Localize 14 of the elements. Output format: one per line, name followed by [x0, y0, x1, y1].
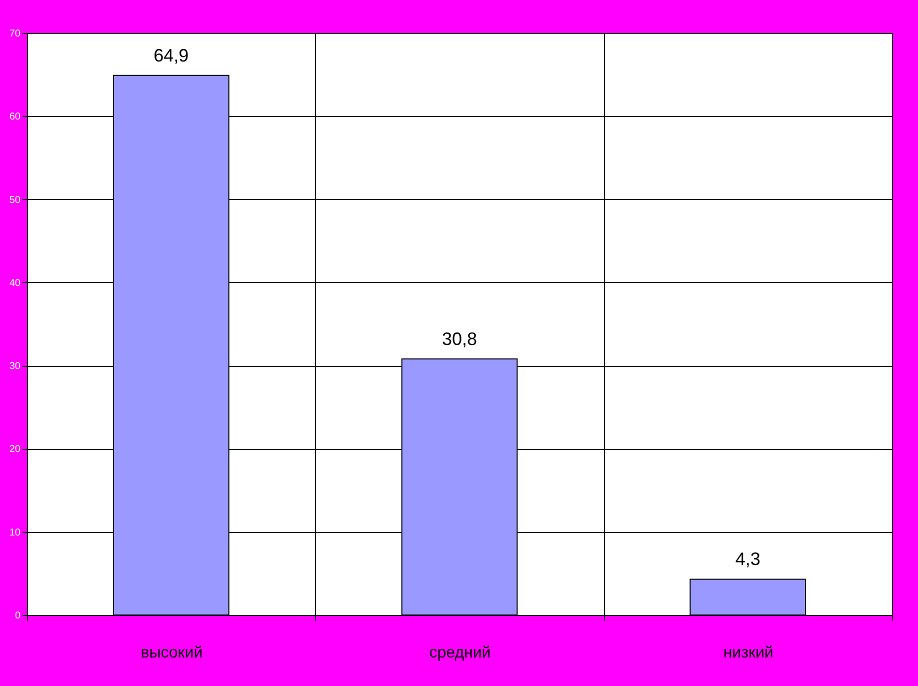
x-tick-label: низкий — [723, 644, 774, 662]
data-label: 30,8 — [442, 328, 478, 349]
y-tick-label: 10 — [9, 527, 21, 538]
data-label: 4,3 — [735, 549, 760, 570]
x-tick-label: средний — [429, 644, 491, 662]
y-tick-label: 0 — [14, 610, 21, 622]
data-label: 64,9 — [154, 45, 189, 66]
y-tick-label: 20 — [9, 444, 21, 456]
y-tick-label: 50 — [9, 194, 21, 206]
y-tick-label: 40 — [9, 278, 21, 289]
x-tick-label: высокий — [140, 644, 203, 662]
y-tick-label: 30 — [9, 361, 21, 372]
y-tick-label: 70 — [9, 28, 21, 40]
y-tick-label: 60 — [9, 112, 21, 123]
